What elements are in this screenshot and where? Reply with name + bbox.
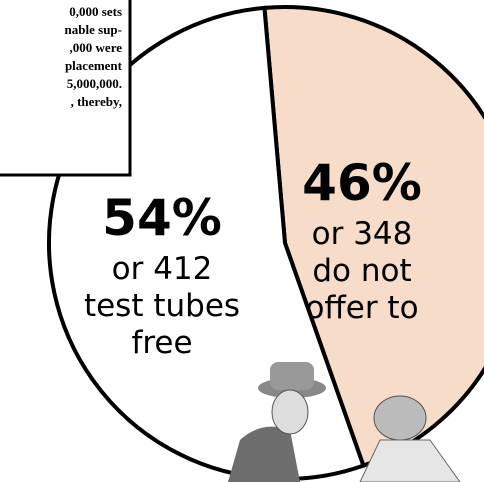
inset-line: 5,000,000. <box>67 76 122 91</box>
figure <box>228 426 300 482</box>
slice-label: offer to <box>305 290 418 326</box>
value-label: 46% <box>302 154 422 212</box>
inset-line: nable sup- <box>65 22 122 37</box>
face <box>271 389 309 435</box>
slice-label: test tubes <box>84 288 240 324</box>
inset-line: , thereby, <box>71 94 122 109</box>
hat <box>270 362 314 390</box>
inset-line: 0,000 sets <box>69 4 122 19</box>
hair <box>373 395 427 441</box>
figure <box>359 439 461 482</box>
slice-label: or 348 <box>312 216 413 252</box>
value-label: 54% <box>102 189 222 247</box>
pie-slice <box>262 5 484 469</box>
inset-text: 0,000 sets nable sup- ,000 were placement 5,… <box>65 4 123 109</box>
slice-label: or 412 <box>112 251 213 287</box>
illustration <box>228 362 461 482</box>
inset-line: ,000 were <box>70 40 123 55</box>
inset-box <box>0 0 132 177</box>
inset-line: placement <box>65 58 123 73</box>
slice-label: free <box>131 325 192 361</box>
slice-label: do not <box>312 253 411 289</box>
